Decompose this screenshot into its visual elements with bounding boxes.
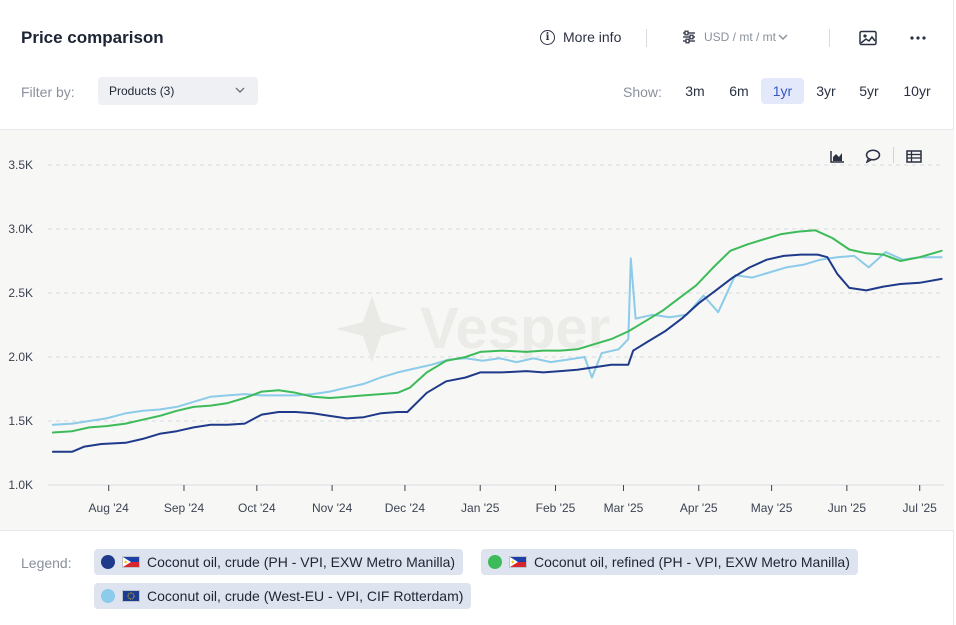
- divider: [646, 29, 647, 47]
- chart-type-button[interactable]: [827, 147, 847, 165]
- divider: [829, 29, 830, 47]
- legend-item-label: Coconut oil, crude (West-EU - VPI, CIF R…: [147, 588, 464, 604]
- range-1yr-button[interactable]: 1yr: [761, 78, 804, 104]
- units-label: USD / mt / mt: [704, 30, 776, 44]
- page-title: Price comparison: [21, 28, 164, 47]
- legend-item-label: Coconut oil, crude (PH - VPI, EXW Metro …: [147, 554, 456, 570]
- table-view-button[interactable]: [904, 147, 924, 165]
- image-icon: [859, 30, 877, 46]
- more-info-button[interactable]: i More info: [540, 29, 621, 45]
- table-icon: [906, 149, 922, 163]
- download-image-button[interactable]: [857, 27, 879, 49]
- divider: [893, 147, 894, 163]
- range-3m-button[interactable]: 3m: [685, 83, 705, 99]
- products-select-value: Products (3): [109, 84, 175, 98]
- info-icon: i: [540, 29, 555, 45]
- legend-item-refined-ph[interactable]: Coconut oil, refined (PH - VPI, EXW Metr…: [481, 549, 858, 575]
- chart-area: [0, 129, 954, 531]
- eu-flag-icon: [122, 590, 140, 602]
- series-color-dot: [488, 555, 502, 569]
- legend-label: Legend:: [21, 555, 72, 571]
- units-selector[interactable]: USD / mt / mt: [682, 30, 788, 44]
- range-5yr-button[interactable]: 5yr: [859, 83, 879, 99]
- more-info-label: More info: [563, 29, 622, 45]
- more-options-button[interactable]: [907, 27, 929, 49]
- more-horizontal-icon: [910, 36, 926, 40]
- range-10yr-button[interactable]: 10yr: [903, 83, 931, 99]
- sliders-icon: [683, 30, 695, 44]
- area-chart-icon: [829, 150, 844, 163]
- range-6m-button[interactable]: 6m: [729, 83, 749, 99]
- filter-label: Filter by:: [21, 84, 75, 100]
- products-select[interactable]: Products (3): [98, 77, 258, 105]
- chevron-down-icon: [778, 34, 788, 40]
- show-label: Show:: [623, 84, 662, 100]
- comments-button[interactable]: [863, 147, 883, 165]
- ph-flag-icon: [122, 556, 140, 568]
- legend-item-crude-ph[interactable]: Coconut oil, crude (PH - VPI, EXW Metro …: [94, 549, 464, 575]
- legend-item-crude-eu[interactable]: Coconut oil, crude (West-EU - VPI, CIF R…: [94, 583, 472, 609]
- series-color-dot: [101, 555, 115, 569]
- range-3yr-button[interactable]: 3yr: [816, 83, 836, 99]
- series-color-dot: [101, 589, 115, 603]
- legend-item-label: Coconut oil, refined (PH - VPI, EXW Metr…: [534, 554, 850, 570]
- ph-flag-icon: [509, 556, 527, 568]
- chevron-down-icon: [235, 87, 245, 93]
- comment-icon: [865, 149, 881, 163]
